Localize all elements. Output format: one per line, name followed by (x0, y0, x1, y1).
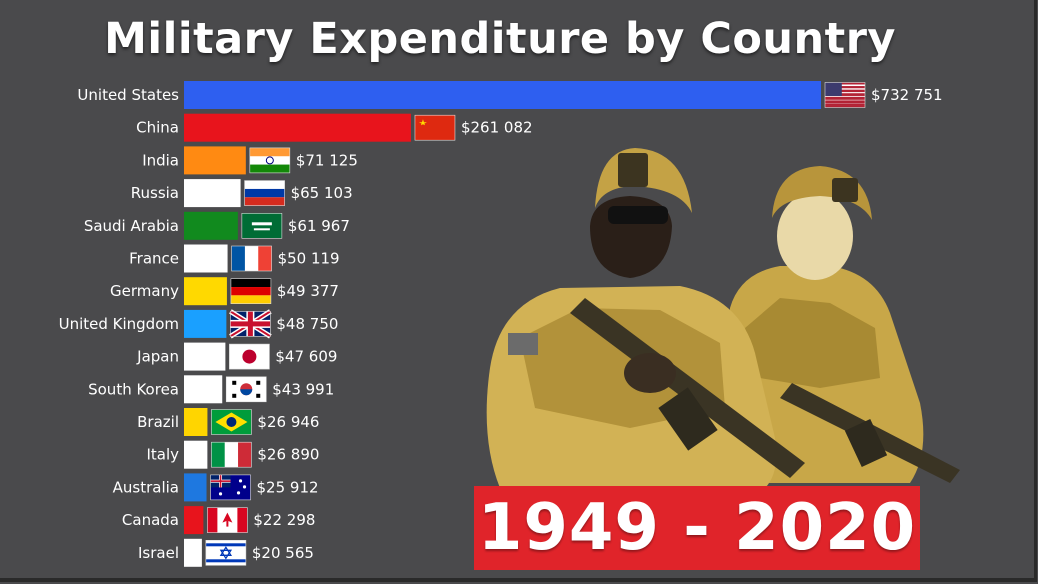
saudi-arabia-flag-icon (241, 213, 283, 239)
value-label: $43 991 (272, 380, 334, 398)
value-label: $20 565 (252, 544, 314, 562)
category-label: Germany (110, 282, 179, 300)
value-label: $49 377 (277, 282, 339, 300)
category-label: South Korea (88, 380, 179, 398)
bar-row: United Kingdom $48 750 (59, 309, 338, 339)
category-label: France (129, 250, 179, 268)
china-flag-icon (414, 114, 456, 141)
bar-row: Australia $25 912 (113, 473, 319, 502)
bar (184, 244, 228, 273)
category-label: United States (77, 86, 179, 104)
bar (184, 309, 227, 338)
south-korea-flag-icon (225, 376, 267, 403)
value-label: $61 967 (288, 217, 350, 235)
category-label: United Kingdom (59, 315, 179, 333)
bar-row: South Korea $43 991 (88, 375, 334, 404)
russia-flag-icon (244, 180, 285, 206)
category-label: Saudi Arabia (84, 217, 179, 235)
bar-row: Japan $47 609 (136, 342, 337, 371)
category-label: Japan (136, 348, 179, 366)
bar (184, 81, 821, 109)
year-range-banner: 1949 - 2020 (474, 486, 920, 570)
bar-row: India $71 125 (142, 146, 358, 175)
japan-flag-icon (229, 343, 270, 370)
value-label: $26 890 (257, 446, 319, 464)
israel-flag-icon (205, 539, 247, 566)
bar (184, 179, 241, 208)
bar-row: France $50 119 (129, 244, 340, 273)
italy-flag-icon (211, 441, 252, 468)
bar-row: Israel $20 565 (138, 538, 314, 567)
bar-row: Canada $22 298 (122, 506, 315, 535)
bar-row: Saudi Arabia $61 967 (84, 211, 350, 240)
india-flag-icon (249, 147, 291, 174)
category-label: Australia (113, 478, 179, 496)
uk-flag-icon (229, 309, 272, 339)
bar (184, 146, 246, 175)
us-flag-icon (824, 82, 866, 108)
value-label: $65 103 (291, 184, 353, 202)
bar-row: Brazil $26 946 (137, 408, 319, 436)
value-label: $732 751 (871, 86, 943, 104)
soldier-right-figure (730, 166, 960, 483)
category-label: India (142, 151, 179, 169)
soldier-left-figure (486, 148, 805, 488)
bar (184, 211, 238, 240)
value-label: $47 609 (275, 348, 337, 366)
value-label: $25 912 (257, 478, 319, 496)
value-label: $48 750 (276, 315, 338, 333)
value-label: $261 082 (461, 119, 533, 137)
bar (184, 408, 208, 436)
germany-flag-icon (230, 278, 272, 305)
category-label: Italy (146, 446, 179, 464)
value-label: $26 946 (257, 413, 319, 431)
bar-chart: United States $732 751 China $261 082 India $… (59, 81, 943, 567)
bar-row: China $261 082 (136, 113, 533, 142)
value-label: $71 125 (296, 151, 358, 169)
bar (184, 375, 223, 404)
bar-row: Russia $65 103 (131, 179, 353, 208)
bar (184, 277, 227, 306)
value-label: $22 298 (253, 511, 315, 529)
bar (184, 440, 208, 469)
chart-title: Military Expenditure by Country (104, 14, 896, 64)
value-label: $50 119 (278, 250, 340, 268)
australia-flag-icon (210, 474, 251, 501)
canada-flag-icon (207, 507, 248, 533)
bar (184, 506, 204, 535)
category-label: Israel (138, 544, 179, 562)
category-label: Brazil (137, 413, 179, 431)
category-label: Canada (122, 511, 179, 529)
bar (184, 113, 411, 142)
category-label: Russia (131, 184, 179, 202)
bar-row: Italy $26 890 (146, 440, 319, 469)
bar-row: Germany $49 377 (110, 277, 339, 306)
soldiers-illustration (486, 148, 960, 488)
bar (184, 342, 226, 371)
bar (184, 538, 202, 567)
bar (184, 473, 207, 502)
bar-row: United States $732 751 (77, 81, 943, 109)
france-flag-icon (231, 245, 272, 272)
brazil-flag-icon (211, 409, 252, 435)
category-label: China (136, 119, 179, 137)
